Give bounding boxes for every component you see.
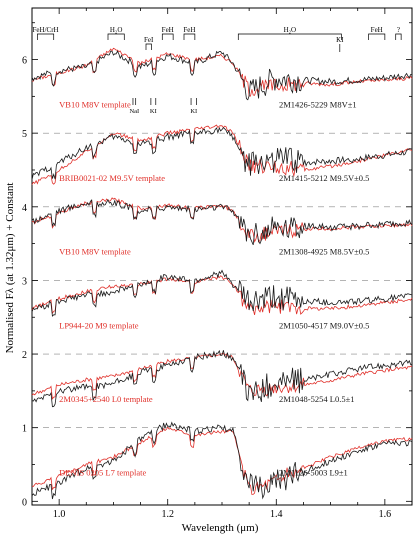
band-label: H₂O: [284, 26, 297, 34]
band-label: H₂O: [110, 26, 123, 34]
template-spectrum: [31, 274, 413, 316]
y-tick-label: 4: [22, 203, 27, 214]
band-bracket: [368, 33, 386, 40]
plot-area: 1.0 1.2 1.4 1.6 0 1 2 3 4 5 6 VB10 M8V template 2M14…: [22, 7, 413, 520]
band-bracket: [183, 33, 196, 40]
object-label: 2M1126-5003 L9±1: [279, 468, 348, 478]
object-label: 2M1426-5229 M8V±1: [279, 99, 357, 109]
template-label: VB10 M8V template: [59, 247, 131, 257]
band-label: FeI: [144, 36, 154, 44]
object-spectrum: [31, 199, 413, 246]
band-label: KI: [336, 36, 344, 44]
line-marker-label: KI: [150, 108, 157, 115]
object-spectrum: [31, 50, 413, 101]
band-label: FeH/CrH: [33, 26, 59, 34]
object-spectrum: [31, 126, 413, 180]
band-label: ?: [397, 26, 400, 34]
template-spectrum: [32, 47, 413, 97]
x-axis-label: Wavelength (μm): [182, 522, 259, 534]
y-axis-label: Normalised Fλ (at 1.32μm) + Constant: [4, 183, 16, 354]
object-label: 2M1050-4517 M9.0V±0.5: [279, 320, 369, 330]
band-bracket: [107, 33, 125, 40]
y-tick-label: 0: [22, 497, 27, 508]
object-label: 2M1048-5254 L0.5±1: [279, 394, 355, 404]
band-bracket: [395, 33, 402, 40]
line-marker-label: NaI: [129, 108, 139, 115]
y-tick-label: 1: [22, 424, 27, 435]
template-label: LP944-20 M9 template: [59, 320, 139, 330]
template-spectrum: [31, 352, 413, 400]
template-label: 2M0345+2540 L0 template: [59, 394, 153, 404]
y-tick-label: 6: [22, 56, 27, 67]
template-label: VB10 M8V template: [59, 99, 131, 109]
band-label: FeH: [162, 26, 174, 34]
object-label: 2M1415-5212 M9.5V±0.5: [279, 173, 369, 183]
template-spectrum: [31, 426, 413, 495]
band-label: FeH: [371, 26, 383, 34]
x-tick-label: 1.6: [379, 509, 392, 520]
line-marker-label: KI: [190, 108, 197, 115]
x-tick-label: 1.4: [270, 509, 283, 520]
template-spectrum: [31, 124, 413, 185]
object-spectrum: [31, 349, 413, 408]
y-tick-label: 2: [22, 350, 27, 361]
band-bracket: [237, 33, 342, 40]
band-bracket: [161, 33, 174, 40]
template-label: DENIS 0205 L7 template: [59, 468, 146, 478]
object-spectrum: [31, 269, 413, 317]
x-tick-label: 1.2: [161, 509, 174, 520]
band-label: FeH: [183, 26, 195, 34]
band-bracket: [145, 43, 152, 50]
object-label: 2M1308-4925 M8.5V±0.5: [279, 247, 369, 257]
band-bracket: [37, 33, 55, 40]
y-tick-label: 5: [22, 129, 27, 140]
x-tick-label: 1.0: [53, 509, 66, 520]
y-tick-label: 3: [22, 276, 27, 287]
template-label: BRIB0021-02 M9.5V template: [59, 173, 165, 183]
object-spectrum: [31, 421, 413, 500]
